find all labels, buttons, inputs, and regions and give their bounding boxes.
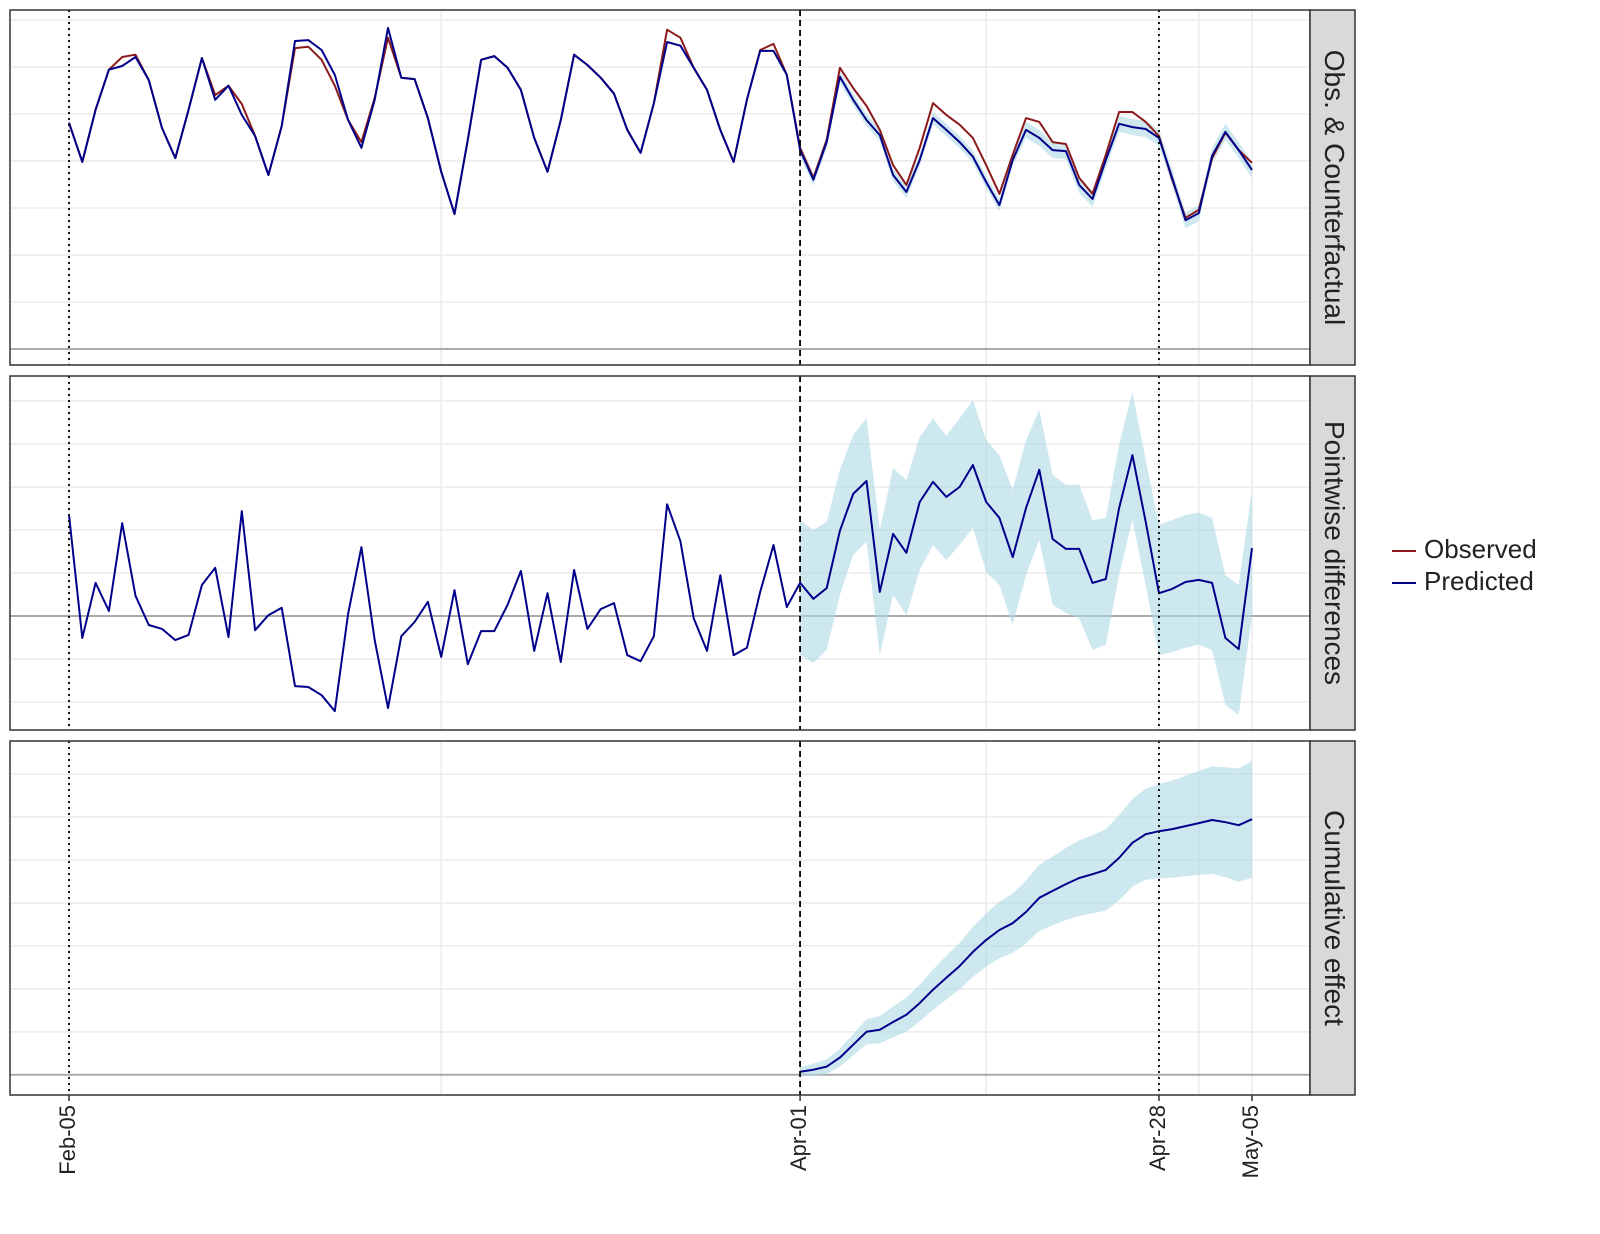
legend-label: Observed [1424, 534, 1537, 564]
series-line [799, 818, 1253, 1073]
series-line [68, 26, 1253, 222]
x-tick-label: May-05 [1238, 1105, 1263, 1178]
legend-label: Predicted [1424, 566, 1534, 596]
panel-background [10, 741, 1310, 1095]
strip [1309, 9, 1356, 366]
strip-label: Cumulative effect [1319, 810, 1350, 1026]
strip [1309, 740, 1356, 1096]
interval-band [800, 391, 1252, 715]
x-tick-label: Feb-05 [55, 1105, 80, 1175]
x-tick-label: Apr-01 [786, 1105, 811, 1171]
x-tick-label: Apr-28 [1145, 1105, 1170, 1171]
strip-label: Obs. & Counterfactual [1319, 50, 1350, 325]
strip-label: Pointwise differences [1319, 421, 1350, 685]
panel-background [10, 10, 1310, 365]
strip [1309, 375, 1356, 731]
series-line [68, 454, 1253, 713]
